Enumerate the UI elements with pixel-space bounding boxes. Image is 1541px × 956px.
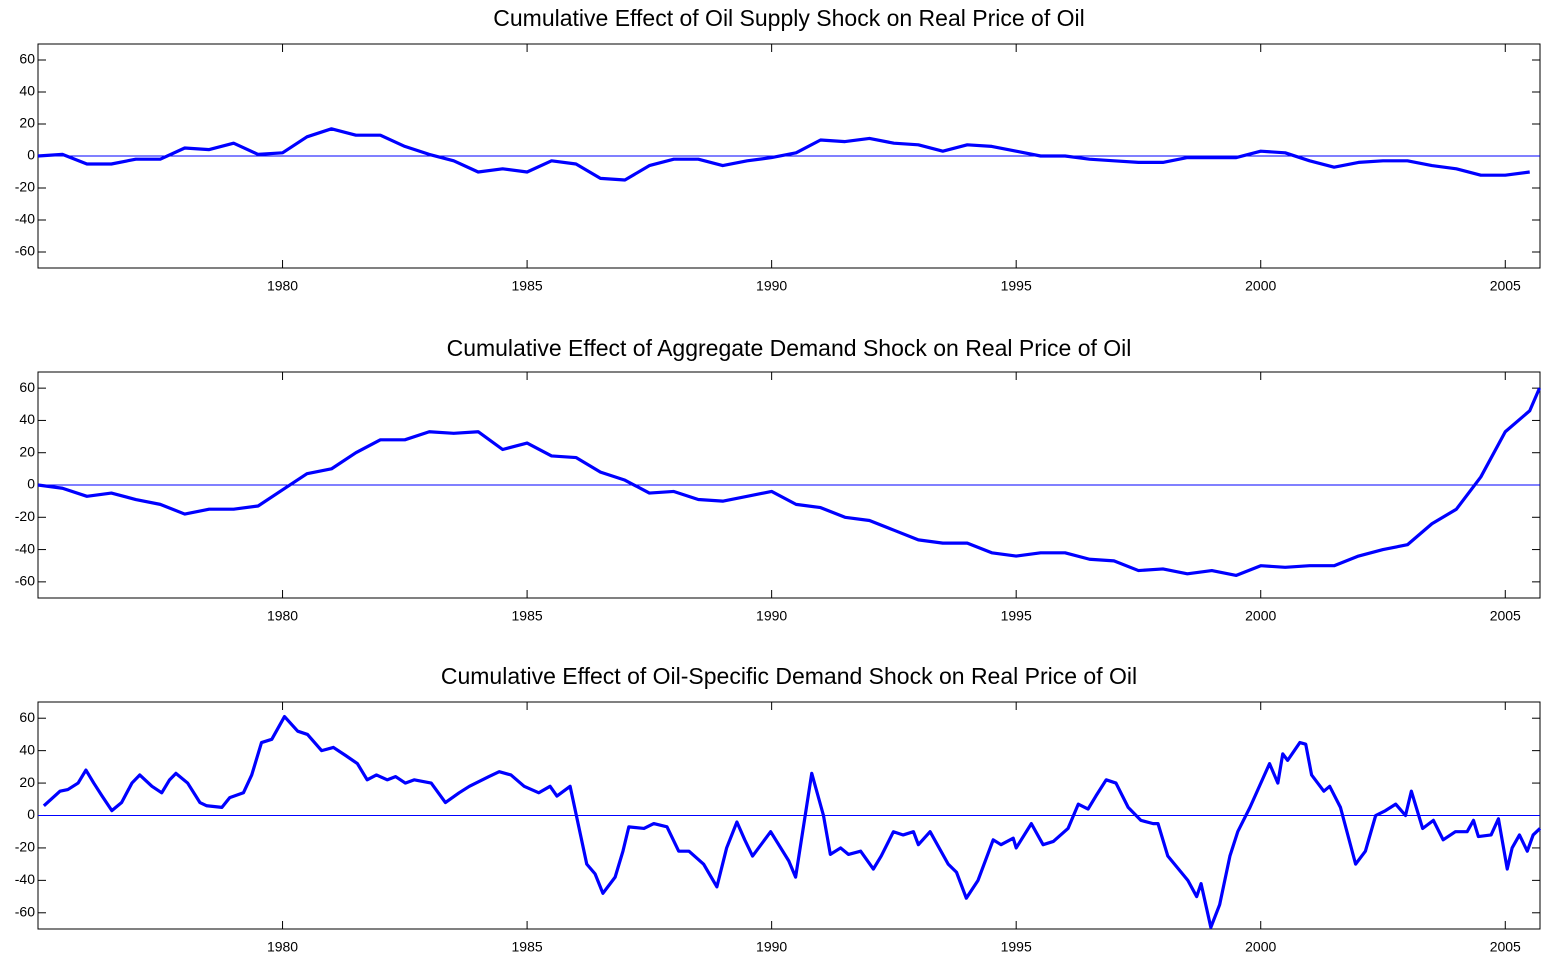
y-tick-label: -40 [15,540,35,556]
data-line [37,387,1541,577]
y-tick-label: 60 [19,379,35,395]
x-tick-label: 2005 [1490,278,1521,294]
x-tick-label: 1980 [267,939,298,955]
chart-title: Cumulative Effect of Oil-Specific Demand… [441,663,1137,689]
y-tick-label: 40 [19,83,35,99]
y-tick-label: -20 [15,839,35,855]
y-tick-label: -40 [15,871,35,887]
x-tick-label: 2005 [1490,939,1521,955]
x-tick-label: 2000 [1245,278,1276,294]
y-tick-label: -60 [15,243,35,259]
y-tick-label: 0 [27,476,35,492]
y-tick-label: 0 [27,147,35,163]
y-tick-label: 60 [19,51,35,67]
y-tick-label: 40 [19,741,35,757]
y-tick-label: 60 [19,709,35,725]
x-tick-label: 1985 [512,608,543,624]
y-tick-label: -20 [15,179,35,195]
x-tick-label: 2005 [1490,608,1521,624]
chart-title: Cumulative Effect of Oil Supply Shock on… [493,5,1084,31]
y-tick-label: 20 [19,774,35,790]
x-tick-label: 1985 [512,278,543,294]
y-tick-label: -20 [15,508,35,524]
y-tick-label: 20 [19,115,35,131]
y-tick-label: 40 [19,411,35,427]
x-tick-label: 1995 [1001,939,1032,955]
x-tick-label: 1980 [267,278,298,294]
chart-title: Cumulative Effect of Aggregate Demand Sh… [447,335,1132,361]
x-tick-label: 2000 [1245,608,1276,624]
x-tick-label: 2000 [1245,939,1276,955]
y-tick-label: -40 [15,211,35,227]
y-tick-label: -60 [15,573,35,589]
y-tick-label: 0 [27,806,35,822]
x-tick-label: 1990 [756,278,787,294]
x-tick-label: 1980 [267,608,298,624]
x-tick-label: 1995 [1001,278,1032,294]
data-line [37,127,1530,182]
x-tick-label: 1995 [1001,608,1032,624]
y-tick-label: -60 [15,903,35,919]
y-tick-label: 20 [19,443,35,459]
data-line [42,714,1541,929]
x-tick-label: 1985 [512,939,543,955]
x-tick-label: 1990 [756,939,787,955]
x-tick-label: 1990 [756,608,787,624]
